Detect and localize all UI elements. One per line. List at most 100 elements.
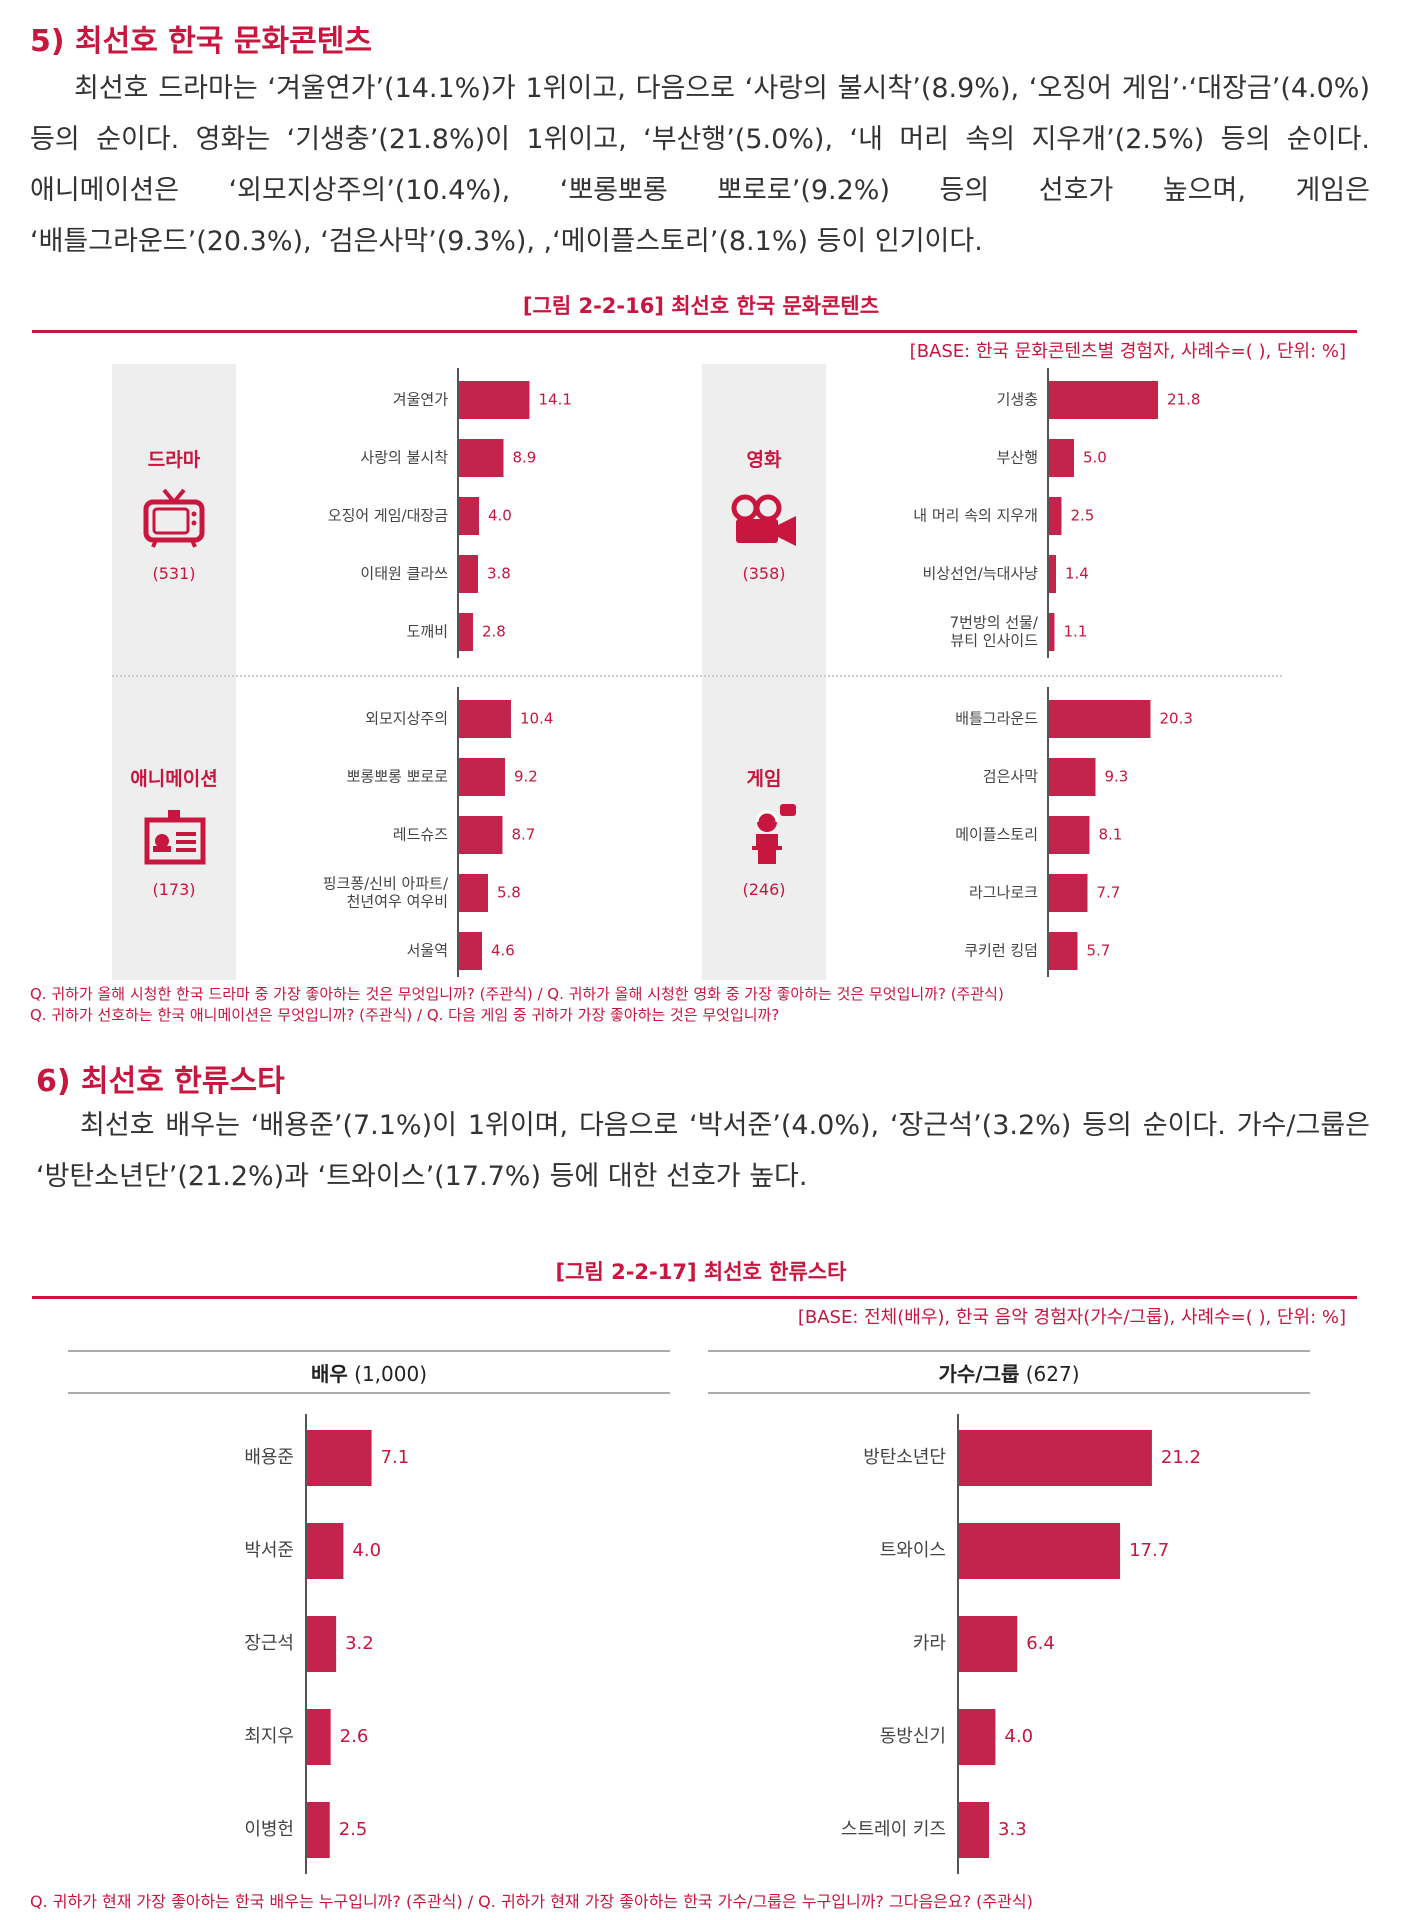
- bar: [307, 1709, 331, 1765]
- singers-header-top-line: [708, 1350, 1310, 1352]
- drama-panel-label: 드라마: [147, 449, 201, 471]
- category-label: 기생충: [997, 391, 1038, 409]
- bar: [959, 1523, 1121, 1579]
- category-label: 스트레이 키즈: [841, 1819, 946, 1840]
- figure-17-base-note: [BASE: 전체(배우), 한국 음악 경험자(가수/그룹), 사례수=( )…: [797, 1307, 1346, 1328]
- section-5-paragraph: 최선호 드라마는 ‘겨울연가’(14.1%)가 1위이고, 다음으로 ‘사랑의 …: [30, 63, 1370, 267]
- category-label: 비상선언/늑대사냥: [923, 565, 1039, 583]
- data-label: 7.7: [1097, 884, 1121, 902]
- category-label: 핑크퐁/신비 아파트/: [323, 875, 449, 893]
- bar: [1049, 381, 1158, 419]
- category-label: 뷰티 인사이드: [950, 632, 1038, 650]
- category-label: 7번방의 선물/: [950, 614, 1039, 632]
- actors-header-top-line: [68, 1350, 670, 1352]
- bar: [459, 439, 504, 477]
- data-label: 4.0: [1004, 1726, 1033, 1747]
- figure-17-question-note: Q. 귀하가 현재 가장 좋아하는 한국 배우는 누구입니까? (주관식) / …: [30, 1892, 1033, 1911]
- bar: [459, 613, 473, 651]
- category-label: 박서준: [244, 1540, 294, 1561]
- category-label: 뽀롱뽀롱 뽀로로: [347, 768, 449, 786]
- singers-column-header: 가수/그룹 (627): [708, 1358, 1310, 1387]
- category-label: 외모지상주의: [365, 710, 448, 728]
- bar: [459, 816, 503, 854]
- game-bar-chart: 20.3 배틀그라운드 9.3 검은사막 8.1 메이플스토리 7.7 라그나로크 5.7 쿠키런…: [955, 687, 1193, 977]
- category-label: 카라: [913, 1633, 947, 1654]
- singers-header-count: (627): [1025, 1362, 1080, 1386]
- data-label: 2.5: [1071, 507, 1095, 525]
- data-label: 4.0: [488, 507, 512, 525]
- section-5-text: 최선호 드라마는 ‘겨울연가’(14.1%)가 1위이고, 다음으로 ‘사랑의 …: [30, 73, 1370, 257]
- bar: [459, 497, 479, 535]
- bar: [459, 932, 482, 970]
- data-label: 7.1: [381, 1447, 410, 1468]
- data-label: 3.8: [487, 565, 511, 583]
- actors-header-count: (1,000): [354, 1362, 428, 1386]
- category-label: 쿠키런 킹덤: [964, 942, 1038, 960]
- data-label: 9.3: [1105, 768, 1129, 786]
- bar: [959, 1709, 996, 1765]
- bar: [1049, 439, 1074, 477]
- tv-icon: [143, 488, 205, 548]
- category-label: 오징어 게임/대장금: [328, 507, 448, 525]
- data-label: 6.4: [1026, 1633, 1055, 1654]
- section-5-title: 5) 최선호 한국 문화콘텐츠: [30, 24, 372, 59]
- bar: [307, 1802, 330, 1858]
- right-panel-background: [702, 364, 826, 980]
- category-label: 레드슈즈: [393, 826, 448, 844]
- category-label: 최지우: [244, 1726, 294, 1747]
- data-label: 8.7: [512, 826, 536, 844]
- category-label: 천년여우 여우비: [347, 893, 448, 911]
- figure-16-title: [그림 2-2-16] 최선호 한국 문화콘텐츠: [522, 294, 880, 318]
- category-label: 라그나로크: [969, 884, 1038, 902]
- data-label: 5.7: [1087, 942, 1111, 960]
- animation-panel-label: 애니메이션: [130, 768, 218, 790]
- panel-separator: [112, 675, 1282, 677]
- bar: [1049, 932, 1078, 970]
- movie-panel-label: 영화: [746, 449, 782, 471]
- category-label: 사랑의 불시착: [360, 449, 448, 467]
- data-label: 4.6: [491, 942, 515, 960]
- figure-17-rule: [32, 1296, 1357, 1299]
- bar: [959, 1616, 1018, 1672]
- section-6-paragraph: 최선호 배우는 ‘배용준’(7.1%)이 1위이며, 다음으로 ‘박서준’(4.…: [36, 1100, 1370, 1202]
- category-label: 배용준: [244, 1447, 294, 1468]
- bar: [459, 555, 478, 593]
- data-label: 1.4: [1065, 565, 1089, 583]
- singers-header-bottom-line: [708, 1392, 1310, 1394]
- data-label: 17.7: [1129, 1540, 1169, 1561]
- actors-header-bottom-line: [68, 1392, 670, 1394]
- figure-16-question-note-1: Q. 귀하가 올해 시청한 한국 드라마 중 가장 좋아하는 것은 무엇입니까?…: [30, 985, 1004, 1003]
- gamer-icon: [752, 804, 796, 864]
- bar: [1049, 816, 1090, 854]
- bar: [307, 1430, 372, 1486]
- movie-bar-chart: 21.8 기생충 5.0 부산행 2.5 내 머리 속의 지우개 1.4 비상선언/늑대사냥 1…: [913, 368, 1200, 658]
- animation-panel-count: (173): [152, 880, 196, 899]
- bar: [307, 1616, 337, 1672]
- bar: [1049, 874, 1088, 912]
- data-label: 2.5: [339, 1819, 368, 1840]
- singers-header-label: 가수/그룹: [938, 1362, 1020, 1386]
- data-label: 4.0: [352, 1540, 381, 1561]
- category-label: 트와이스: [880, 1540, 946, 1561]
- category-label: 이병헌: [244, 1819, 294, 1840]
- game-panel-label: 게임: [746, 768, 782, 790]
- category-label: 동방신기: [880, 1726, 946, 1747]
- data-label: 3.3: [998, 1819, 1027, 1840]
- bar: [459, 700, 511, 738]
- category-label: 메이플스토리: [955, 826, 1038, 844]
- bar: [959, 1430, 1152, 1486]
- data-label: 5.8: [497, 884, 521, 902]
- category-label: 서울역: [407, 942, 448, 960]
- actors-column-header: 배우 (1,000): [68, 1358, 670, 1387]
- section-6-title: 6) 최선호 한류스타: [36, 1064, 285, 1099]
- bar: [459, 874, 488, 912]
- figure-17-title: [그림 2-2-17] 최선호 한류스타: [555, 1260, 847, 1284]
- actors-bar-chart: 7.1 배용준 4.0 박서준 3.2 장근석 2.6 최지우 2.5 이병헌: [244, 1414, 410, 1874]
- data-label: 10.4: [520, 710, 553, 728]
- figure-16-question-note-2: Q. 귀하가 선호하는 한국 애니메이션은 무엇입니까? (주관식) / Q. …: [30, 1006, 780, 1024]
- actors-header-label: 배우: [310, 1362, 348, 1386]
- category-label: 방탄소년단: [863, 1447, 946, 1468]
- bar: [459, 381, 530, 419]
- drama-bar-chart: 14.1 겨울연가 8.9 사랑의 불시착 4.0 오징어 게임/대장금 3.8 이태원 클라…: [328, 368, 572, 658]
- movie-camera-icon: [731, 494, 796, 546]
